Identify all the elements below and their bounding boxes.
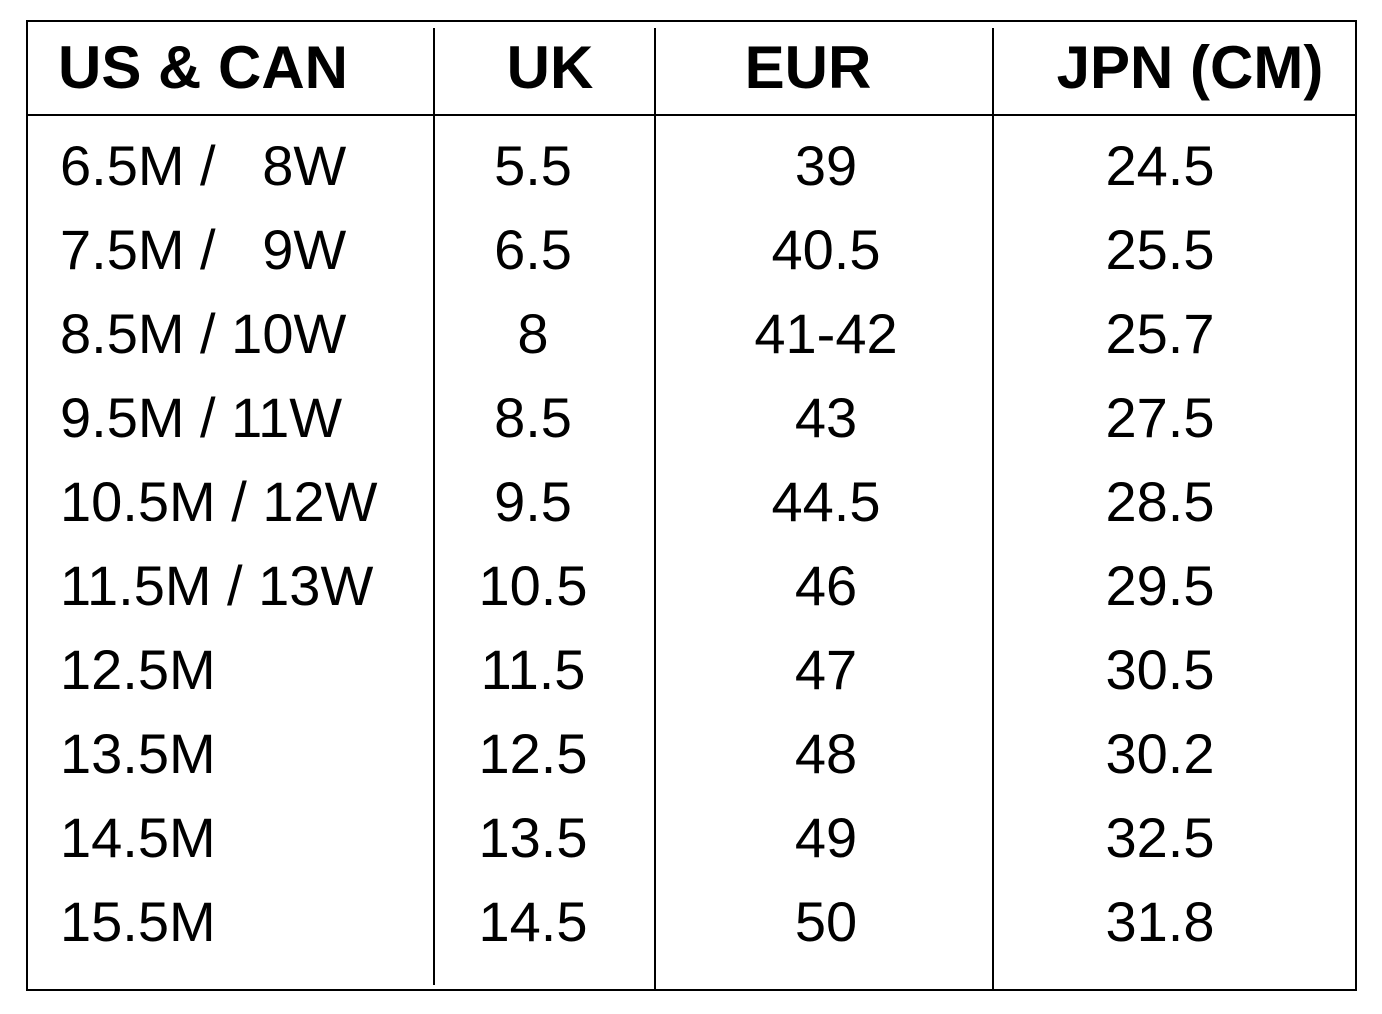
table-cell: 8.5: [494, 386, 572, 449]
table-cell: 41-42: [754, 302, 897, 365]
column-header: JPN (CM): [1057, 34, 1324, 101]
table-cell: 44.5: [772, 470, 881, 533]
table-cell: 6.5: [494, 218, 572, 281]
table-cell: 47: [795, 638, 857, 701]
table-cell: 25.7: [1106, 302, 1215, 365]
table-cell: 48: [795, 722, 857, 785]
table-cell: 14.5: [479, 890, 588, 953]
table-cell: 12.5M: [60, 638, 216, 701]
table-cell: 5.5: [494, 134, 572, 197]
table-cell: 13.5M: [60, 722, 216, 785]
table-cell: 49: [795, 806, 857, 869]
table-cell: 30.5: [1106, 638, 1215, 701]
table-cell: 30.2: [1106, 722, 1215, 785]
table-cell: 39: [795, 134, 857, 197]
table-cell: 27.5: [1106, 386, 1215, 449]
table-cell: 6.5M / 8W: [60, 134, 346, 197]
table-cell: 40.5: [772, 218, 881, 281]
table-cell: 24.5: [1106, 134, 1215, 197]
table-cell: 11.5: [481, 638, 586, 701]
table-cell: 32.5: [1106, 806, 1215, 869]
table-cell: 8: [517, 302, 548, 365]
table-cell: 12.5: [479, 722, 588, 785]
table-cell: 10.5M / 12W: [60, 470, 378, 533]
table-cell: 50: [795, 890, 857, 953]
table-cell: 10.5: [479, 554, 588, 617]
table-cell: 31.8: [1106, 890, 1215, 953]
table-cell: 7.5M / 9W: [60, 218, 346, 281]
table-cell: 43: [795, 386, 857, 449]
table-cell: 29.5: [1106, 554, 1215, 617]
table-cell: 8.5M / 10W: [60, 302, 346, 365]
table-cell: 9.5M / 11W: [60, 386, 342, 449]
table-cell: 46: [795, 554, 857, 617]
table-cell: 13.5: [479, 806, 588, 869]
table-border: [26, 20, 1357, 991]
table-cell: 25.5: [1106, 218, 1215, 281]
table-cell: 28.5: [1106, 470, 1215, 533]
column-header: UK: [507, 34, 594, 101]
column-header: EUR: [745, 34, 872, 101]
table-cell: 11.5M / 13W: [60, 554, 373, 617]
table-cell: 14.5M: [60, 806, 216, 869]
table-cell: 15.5M: [60, 890, 216, 953]
column-header: US & CAN: [58, 34, 348, 101]
table-cell: 9.5: [494, 470, 572, 533]
